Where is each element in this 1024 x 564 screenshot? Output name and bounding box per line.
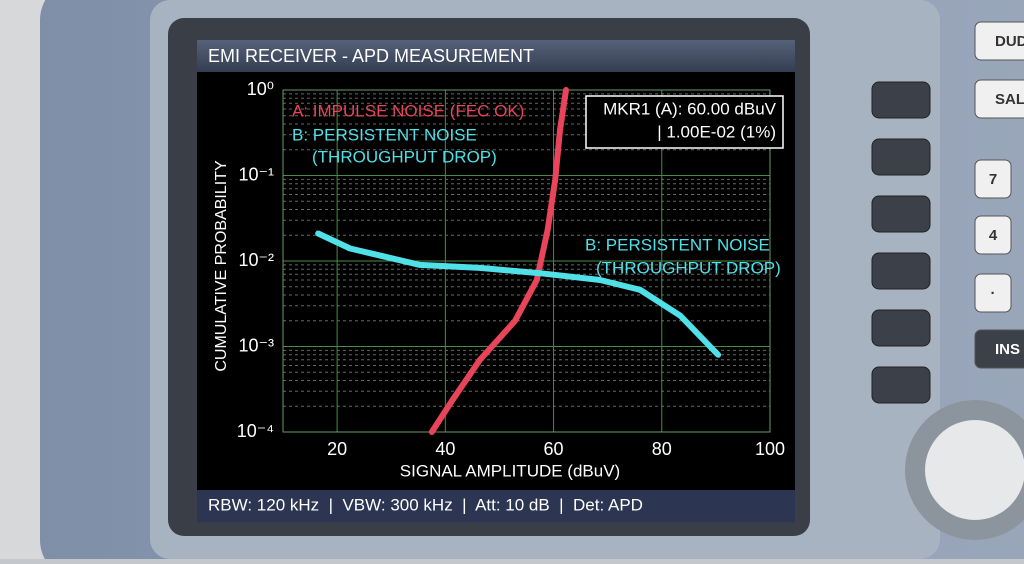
softkey[interactable]: [871, 309, 931, 347]
softkey[interactable]: [871, 252, 931, 290]
softkey[interactable]: [871, 138, 931, 176]
key-label: SALT: [995, 91, 1024, 108]
keypad-key[interactable]: [974, 273, 1012, 313]
title-bar: [197, 40, 795, 72]
y-axis-label: CUMULATIVE PROBABILITY: [213, 160, 230, 372]
key-label: 7: [989, 171, 997, 188]
plot-frame: [282, 89, 771, 433]
key-label: INS: [995, 341, 1020, 358]
annotation: (THROUGHPUT DROP): [312, 147, 497, 166]
series-line: [428, 87, 569, 435]
y-tick-label: 10⁻¹: [238, 164, 274, 184]
y-tick-label: 10⁻²: [238, 250, 274, 270]
keypad-key[interactable]: [974, 21, 1024, 61]
x-axis-label: SIGNAL AMPLITUDE (dBuV): [400, 461, 620, 480]
series-line: [315, 230, 722, 358]
keypad-key[interactable]: [974, 159, 1012, 199]
x-tick-label: 60: [544, 439, 564, 459]
key-label: DUD: [995, 33, 1024, 50]
annotation: (THROUGHPUT DROP): [596, 258, 781, 277]
x-tick-label: 80: [652, 439, 672, 459]
softkey[interactable]: [871, 81, 931, 119]
annotation: B: PERSISTENT NOISE: [585, 235, 770, 254]
y-tick-label: 10⁻³: [238, 335, 274, 355]
x-tick-label: 100: [755, 439, 785, 459]
legend-label: A: IMPULSE NOISE (FEC OK): [292, 101, 524, 120]
marker-box: [585, 95, 784, 149]
keypad-key[interactable]: [974, 215, 1012, 255]
keypad-key[interactable]: [974, 329, 1024, 369]
keypad-key[interactable]: [974, 79, 1024, 119]
marker-readout: | 1.00E-02 (1%): [657, 122, 776, 141]
legend-label: B: PERSISTENT NOISE: [292, 125, 477, 144]
marker-readout: MKR1 (A): 60.00 dBuV: [603, 99, 777, 118]
softkey[interactable]: [871, 195, 931, 233]
y-tick-label: 10⁰: [247, 79, 274, 99]
y-tick-label: 10⁻⁴: [237, 421, 274, 441]
key-label: ·: [991, 285, 996, 302]
status-text: RBW: 120 kHz | VBW: 300 kHz | Att: 10 dB…: [208, 495, 643, 514]
status-bar: [197, 490, 795, 522]
knob-cap[interactable]: [925, 420, 1024, 520]
screen-title: EMI RECEIVER - APD MEASUREMENT: [208, 46, 534, 66]
key-label: 4: [989, 227, 998, 244]
x-tick-label: 20: [327, 439, 347, 459]
x-tick-label: 40: [435, 439, 455, 459]
softkey[interactable]: [871, 366, 931, 404]
